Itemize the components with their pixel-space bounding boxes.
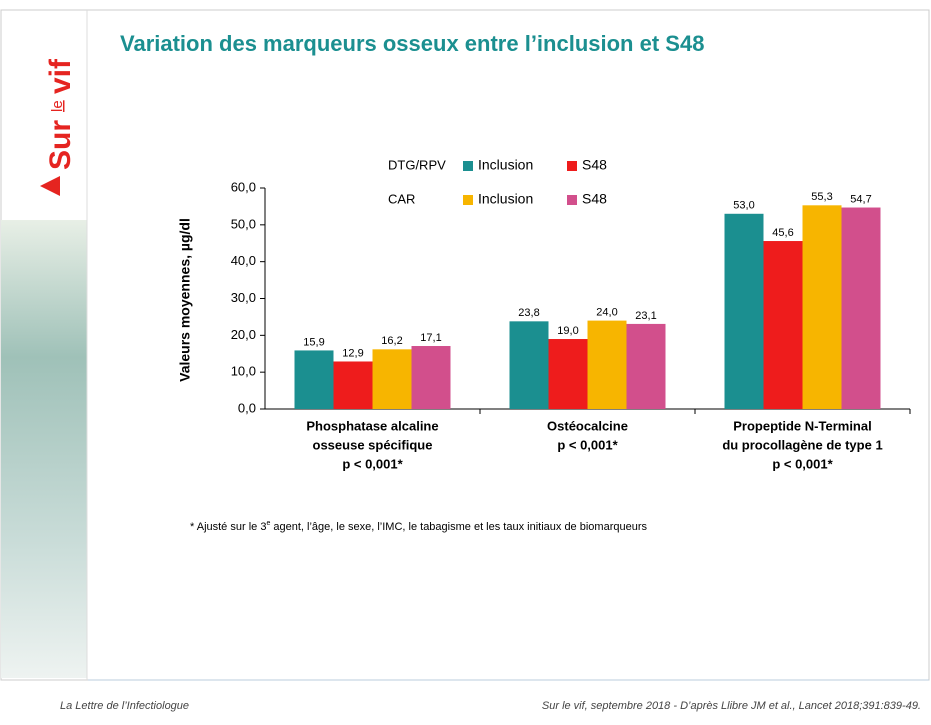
footnote-part: agent, l’âge, le sexe, l’IMC, le tabagis… xyxy=(270,521,647,533)
footer-left: La Lettre de l’Infectiologue xyxy=(60,700,189,712)
bar xyxy=(509,321,549,409)
legend-group: DTG/RPV xyxy=(388,157,446,172)
chart-title: Variation des marqueurs osseux entre l’i… xyxy=(120,31,704,56)
value-label: 23,1 xyxy=(635,310,656,322)
x-tick-label: p < 0,001* xyxy=(772,456,833,471)
y-tick-label: 50,0 xyxy=(231,216,256,231)
bar xyxy=(411,346,451,409)
legend-swatch xyxy=(463,161,473,171)
x-tick-label: p < 0,001* xyxy=(557,437,618,452)
logo-arrow xyxy=(40,176,60,196)
bar xyxy=(294,350,334,409)
x-tick-label: Ostéocalcine xyxy=(547,418,628,433)
value-label: 45,6 xyxy=(772,227,793,239)
bar xyxy=(587,320,627,409)
legend-swatch xyxy=(567,161,577,171)
legend-label: Inclusion xyxy=(478,157,533,173)
legend-swatch xyxy=(463,195,473,205)
legend-label: S48 xyxy=(582,157,607,173)
y-tick-label: 60,0 xyxy=(231,179,256,194)
x-tick-label: osseuse spécifique xyxy=(313,437,433,452)
y-tick-label: 0,0 xyxy=(238,400,256,415)
value-label: 55,3 xyxy=(811,191,832,203)
value-label: 24,0 xyxy=(596,307,617,319)
logo: Sur le vif xyxy=(44,58,77,170)
x-tick-label: du procollagène de type 1 xyxy=(722,437,882,452)
value-label: 23,8 xyxy=(518,307,539,319)
bar xyxy=(763,241,803,409)
value-label: 17,1 xyxy=(420,332,441,344)
legend-label: Inclusion xyxy=(478,191,533,207)
x-tick-label: p < 0,001* xyxy=(342,456,403,471)
logo-part: le xyxy=(49,100,66,112)
legend-swatch xyxy=(567,195,577,205)
bar xyxy=(724,213,764,409)
side-image xyxy=(1,220,87,678)
bar xyxy=(333,361,373,409)
logo-part: Sur xyxy=(44,120,77,170)
footer-right: Sur le vif, septembre 2018 - D’après Lli… xyxy=(542,700,921,712)
y-tick-label: 40,0 xyxy=(231,253,256,268)
footnote-part: e xyxy=(266,520,270,527)
bar xyxy=(548,339,588,409)
legend-label: S48 xyxy=(582,191,607,207)
y-tick-label: 30,0 xyxy=(231,290,256,305)
value-label: 53,0 xyxy=(733,200,754,212)
value-label: 15,9 xyxy=(303,336,324,348)
value-label: 19,0 xyxy=(557,325,578,337)
y-axis-label: Valeurs moyennes, µg/dl xyxy=(177,218,193,382)
logo-part: vif xyxy=(44,58,77,94)
bar xyxy=(626,323,666,409)
footnote: * Ajusté sur le 3e agent, l’âge, le sexe… xyxy=(190,520,647,533)
x-tick-label: Propeptide N-Terminal xyxy=(733,418,871,433)
value-label: 54,7 xyxy=(850,193,871,205)
value-label: 12,9 xyxy=(342,347,363,359)
y-tick-label: 10,0 xyxy=(231,364,256,379)
bar xyxy=(372,349,412,409)
x-tick-label: Phosphatase alcaline xyxy=(306,418,438,433)
bar xyxy=(802,205,842,409)
value-label: 16,2 xyxy=(381,335,402,347)
footnote-part: * Ajusté sur le 3 xyxy=(190,521,266,533)
bar xyxy=(841,207,881,409)
y-tick-label: 20,0 xyxy=(231,327,256,342)
legend-group: CAR xyxy=(388,191,415,206)
